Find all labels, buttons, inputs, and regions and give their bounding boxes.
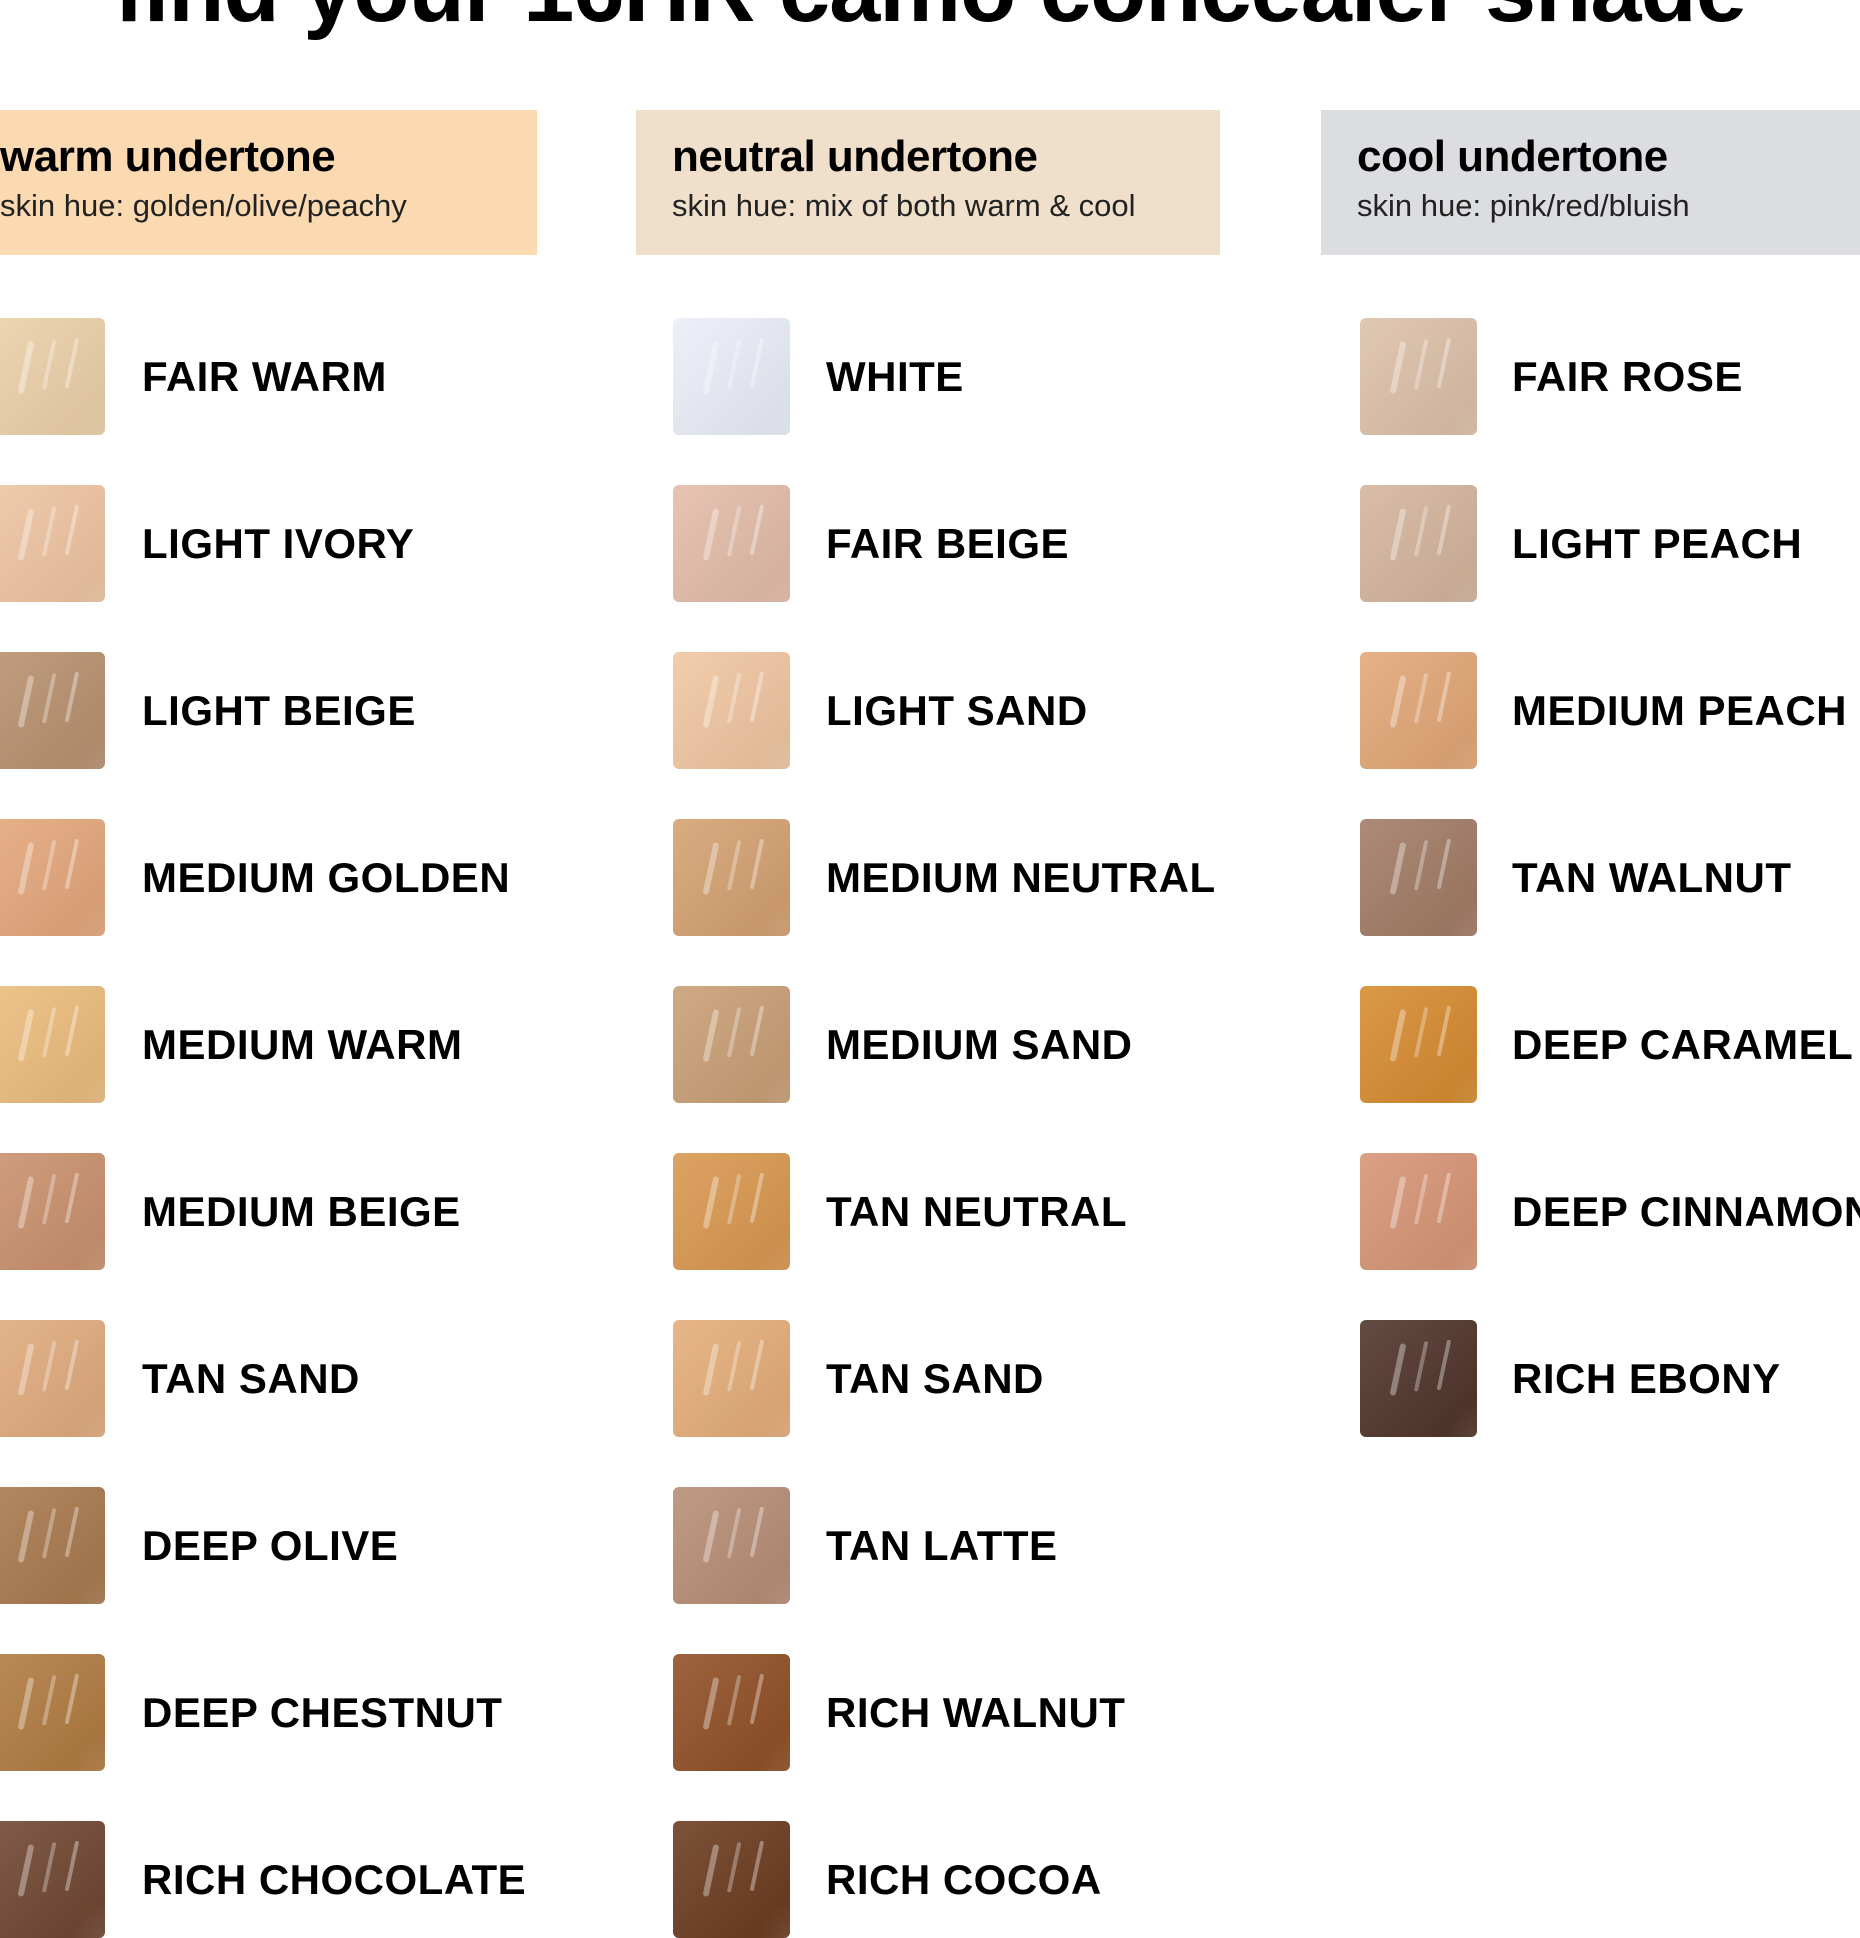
- shade-item[interactable]: RICH CHOCOLATE: [0, 1821, 526, 1938]
- shade-swatch: [673, 986, 790, 1103]
- shade-item[interactable]: RICH WALNUT: [673, 1654, 1125, 1771]
- shade-swatch: [0, 652, 105, 769]
- shade-item[interactable]: MEDIUM PEACH: [1360, 652, 1847, 769]
- shade-swatch: [673, 318, 790, 435]
- shade-swatch: [0, 1487, 105, 1604]
- shade-item[interactable]: FAIR BEIGE: [673, 485, 1069, 602]
- shade-name: WHITE: [826, 352, 964, 400]
- shade-name: MEDIUM GOLDEN: [142, 853, 511, 901]
- shade-swatch: [673, 1487, 790, 1604]
- shade-name: LIGHT IVORY: [142, 519, 415, 567]
- shade-name: RICH WALNUT: [826, 1688, 1126, 1736]
- shade-item[interactable]: TAN SAND: [673, 1320, 1044, 1437]
- warm-undertone-header: warm undertone skin hue: golden/olive/pe…: [0, 110, 537, 255]
- shade-name: LIGHT PEACH: [1512, 519, 1803, 567]
- shade-item[interactable]: MEDIUM SAND: [673, 986, 1133, 1103]
- shade-swatch: [0, 485, 105, 602]
- shade-swatch: [673, 1821, 790, 1938]
- shade-name: DEEP CHESTNUT: [142, 1688, 503, 1736]
- shade-item[interactable]: MEDIUM GOLDEN: [0, 819, 510, 936]
- shade-swatch: [1360, 1153, 1477, 1270]
- shade-name: TAN LATTE: [826, 1521, 1058, 1569]
- undertone-subheading: skin hue: pink/red/bluish: [1357, 188, 1690, 223]
- shade-name: FAIR BEIGE: [826, 519, 1070, 567]
- shade-item[interactable]: LIGHT SAND: [673, 652, 1088, 769]
- shade-name: RICH EBONY: [1512, 1354, 1781, 1402]
- shade-name: MEDIUM BEIGE: [142, 1187, 461, 1235]
- shade-name: DEEP CARAMEL: [1512, 1020, 1854, 1068]
- shade-swatch: [0, 318, 105, 435]
- shade-item[interactable]: RICH COCOA: [673, 1821, 1102, 1938]
- undertone-subheading: skin hue: golden/olive/peachy: [0, 188, 407, 223]
- neutral-undertone-column: neutral undertone skin hue: mix of both …: [636, 110, 1220, 255]
- page-title: find your 16HR camo concealer shade: [0, 0, 1860, 43]
- shade-name: TAN SAND: [142, 1354, 360, 1402]
- cool-undertone-column: cool undertone skin hue: pink/red/bluish: [1321, 110, 1860, 255]
- shade-item[interactable]: LIGHT PEACH: [1360, 485, 1802, 602]
- shade-item[interactable]: DEEP CINNAMON: [1360, 1153, 1860, 1270]
- shade-name: LIGHT SAND: [826, 686, 1088, 734]
- undertone-heading: warm undertone: [0, 132, 336, 181]
- shade-name: TAN SAND: [826, 1354, 1044, 1402]
- shade-name: FAIR ROSE: [1512, 352, 1743, 400]
- shade-item[interactable]: MEDIUM NEUTRAL: [673, 819, 1216, 936]
- shade-name: TAN NEUTRAL: [826, 1187, 1128, 1235]
- shade-swatch: [0, 1654, 105, 1771]
- shade-item[interactable]: TAN WALNUT: [1360, 819, 1792, 936]
- shade-name: RICH CHOCOLATE: [142, 1855, 527, 1903]
- warm-undertone-column: warm undertone skin hue: golden/olive/pe…: [0, 110, 537, 255]
- shade-swatch: [673, 1654, 790, 1771]
- shade-item[interactable]: MEDIUM WARM: [0, 986, 462, 1103]
- undertone-heading: cool undertone: [1357, 132, 1668, 181]
- shade-name: MEDIUM PEACH: [1512, 686, 1848, 734]
- shade-swatch: [1360, 652, 1477, 769]
- shade-swatch: [0, 819, 105, 936]
- shade-item[interactable]: LIGHT BEIGE: [0, 652, 416, 769]
- cool-undertone-header: cool undertone skin hue: pink/red/bluish: [1321, 110, 1860, 255]
- shade-name: DEEP CINNAMON: [1512, 1187, 1860, 1235]
- shade-swatch: [673, 1320, 790, 1437]
- shade-name: RICH COCOA: [826, 1855, 1102, 1903]
- shade-item[interactable]: LIGHT IVORY: [0, 485, 414, 602]
- shade-item[interactable]: TAN SAND: [0, 1320, 360, 1437]
- undertone-subheading: skin hue: mix of both warm & cool: [672, 188, 1136, 223]
- shade-swatch: [1360, 485, 1477, 602]
- shade-swatch: [1360, 819, 1477, 936]
- shade-swatch: [1360, 318, 1477, 435]
- shade-item[interactable]: WHITE: [673, 318, 964, 435]
- shade-name: MEDIUM NEUTRAL: [826, 853, 1216, 901]
- shade-item[interactable]: FAIR WARM: [0, 318, 387, 435]
- shade-swatch: [0, 1153, 105, 1270]
- shade-swatch: [673, 819, 790, 936]
- shade-item[interactable]: MEDIUM BEIGE: [0, 1153, 461, 1270]
- neutral-undertone-header: neutral undertone skin hue: mix of both …: [636, 110, 1220, 255]
- shade-swatch: [0, 986, 105, 1103]
- shade-name: MEDIUM WARM: [142, 1020, 463, 1068]
- shade-name: LIGHT BEIGE: [142, 686, 416, 734]
- shade-swatch: [673, 652, 790, 769]
- shade-item[interactable]: DEEP CHESTNUT: [0, 1654, 502, 1771]
- shade-name: TAN WALNUT: [1512, 853, 1792, 901]
- shade-item[interactable]: RICH EBONY: [1360, 1320, 1781, 1437]
- shade-item[interactable]: TAN LATTE: [673, 1487, 1058, 1604]
- shade-item[interactable]: DEEP OLIVE: [0, 1487, 398, 1604]
- shade-swatch: [1360, 986, 1477, 1103]
- shade-item[interactable]: FAIR ROSE: [1360, 318, 1743, 435]
- shade-name: FAIR WARM: [142, 352, 387, 400]
- shade-item[interactable]: TAN NEUTRAL: [673, 1153, 1127, 1270]
- shade-name: DEEP OLIVE: [142, 1521, 399, 1569]
- shade-name: MEDIUM SAND: [826, 1020, 1133, 1068]
- undertone-heading: neutral undertone: [672, 132, 1038, 181]
- shade-swatch: [1360, 1320, 1477, 1437]
- shade-swatch: [673, 1153, 790, 1270]
- shade-item[interactable]: DEEP CARAMEL: [1360, 986, 1853, 1103]
- shade-swatch: [0, 1320, 105, 1437]
- shade-swatch: [0, 1821, 105, 1938]
- shade-swatch: [673, 485, 790, 602]
